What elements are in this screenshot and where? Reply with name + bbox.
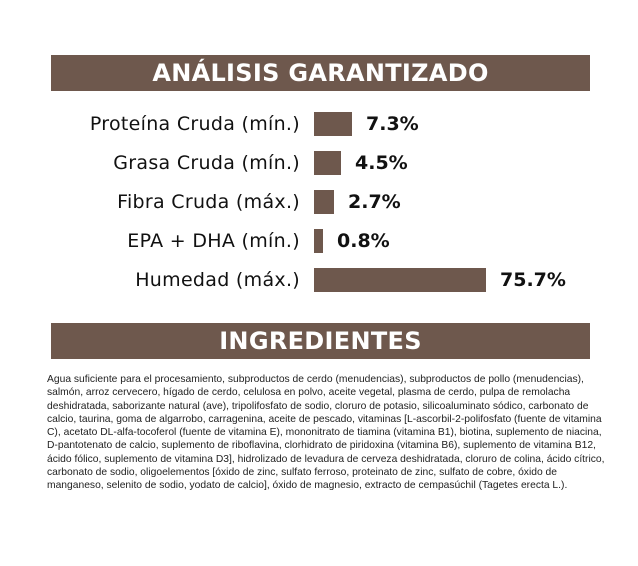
ingredients-header: INGREDIENTES xyxy=(51,323,590,359)
chart-row: Grasa Cruda (mín.) 4.5% xyxy=(0,150,638,176)
bar xyxy=(314,151,341,175)
chart-row: Proteína Cruda (mín.) 7.3% xyxy=(0,111,638,137)
category-label: Fibra Cruda (máx.) xyxy=(117,191,300,213)
chart-row: Humedad (máx.) 75.7% xyxy=(0,267,638,293)
category-label: Humedad (máx.) xyxy=(135,269,300,291)
ingredients-text: Agua suficiente para el procesamiento, s… xyxy=(47,374,605,492)
category-label: EPA + DHA (mín.) xyxy=(127,230,300,252)
bar xyxy=(314,190,334,214)
value-label: 75.7% xyxy=(500,269,566,291)
value-label: 2.7% xyxy=(348,191,401,213)
category-label: Proteína Cruda (mín.) xyxy=(89,113,300,135)
value-label: 7.3% xyxy=(366,113,419,135)
chart-row: Fibra Cruda (máx.) 2.7% xyxy=(0,189,638,215)
analysis-header: ANÁLISIS GARANTIZADO xyxy=(51,55,590,91)
bar xyxy=(314,268,486,292)
bar xyxy=(314,112,352,136)
category-label: Grasa Cruda (mín.) xyxy=(113,152,300,174)
value-label: 4.5% xyxy=(355,152,408,174)
chart-row: EPA + DHA (mín.) 0.8% xyxy=(0,228,638,254)
value-label: 0.8% xyxy=(337,230,390,252)
bar xyxy=(314,229,323,253)
